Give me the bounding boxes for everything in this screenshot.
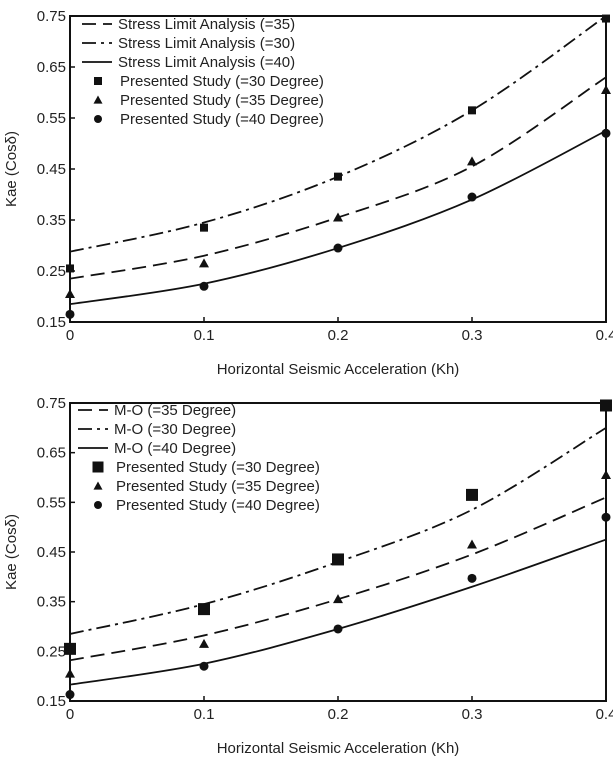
y-tick-label: 0.25 [37,263,66,280]
legend-marker-square [94,77,102,85]
y-tick-label: 0.35 [37,594,66,611]
marker-circle [65,309,75,319]
marker-triangle [199,638,209,648]
marker-square [332,553,344,566]
legend-label: Presented Study (=40 Degree) [116,497,320,514]
y-axis-label: Kae (Cosδ) [3,131,20,207]
chart-stress-limit-analysis: 0.15 0.25 0.35 0.45 0.55 0.65 0.75 0 0.1 0.2 0.3 0.… [0,0,613,380]
marker-triangle [601,470,611,480]
y-tick-label: 0.65 [37,445,66,462]
series-line-0 [70,496,607,662]
x-tick-label: 0.2 [328,327,349,344]
legend-label: Stress Limit Analysis (=35) [118,16,295,33]
y-tick-label: 0.45 [37,544,66,561]
x-tick-label: 0.4 [596,327,613,344]
legend-label: M-O (=35 Degree) [114,402,236,419]
x-tick-label: 0.1 [194,706,215,723]
y-tick-label: 0.15 [37,693,66,710]
x-tick-label: 0.4 [596,706,613,723]
marker-triangle [333,212,343,222]
marker-square [466,488,478,501]
y-tick-label: 0.15 [37,314,66,331]
x-tick-label: 0.1 [194,327,215,344]
legend-marker-triangle [93,481,103,490]
marker-circle [333,243,343,253]
y-axis-label: Kae (Cosδ) [3,514,20,590]
y-tick-label: 0.55 [37,110,66,127]
x-tick-label: 0 [66,706,74,723]
legend-label: Presented Study (=35 Degree) [116,478,320,495]
marker-square [198,603,210,616]
marker-triangle [467,539,477,549]
legend-marker-circle [94,115,102,123]
y-tick-label: 0.45 [37,161,66,178]
marker-triangle [333,594,343,604]
marker-square [64,642,76,655]
marker-triangle [601,84,611,94]
y-tick-label: 0.25 [37,643,66,660]
legend-label: Presented Study (=35 Degree) [120,92,324,109]
marker-triangle [199,258,209,268]
x-axis-label: Horizontal Seismic Acceleration (Kh) [217,361,460,378]
marker-circle [199,661,209,671]
chart-svg-top: 0.15 0.25 0.35 0.45 0.55 0.65 0.75 0 0.1 0.2 0.3 0.… [3,8,613,378]
marker-circle [601,512,611,522]
legend-label: Stress Limit Analysis (=30) [118,35,295,52]
marker-circle [333,624,343,634]
x-tick-label: 0.3 [462,327,483,344]
legend-label: Presented Study (=30 Degree) [116,459,320,476]
marker-square [334,172,342,181]
marker-circle [65,690,75,700]
chart-svg-bottom: 0.15 0.25 0.35 0.45 0.55 0.65 0.75 0 0.1 0.2 0.3 0.… [3,395,613,757]
x-tick-label: 0.2 [328,706,349,723]
legend-label: Stress Limit Analysis (=40) [118,54,295,71]
marker-square [602,14,610,23]
legend-label: Presented Study (=40 Degree) [120,111,324,128]
marker-circle [467,192,477,202]
y-tick-label: 0.55 [37,494,66,511]
legend-label: M-O (=40 Degree) [114,440,236,457]
marker-triangle [65,288,75,298]
marker-triangle [467,156,477,166]
y-tick-label: 0.75 [37,395,66,412]
marker-circle [467,573,477,583]
y-tick-label: 0.65 [37,59,66,76]
legend-label: M-O (=30 Degree) [114,421,236,438]
x-tick-label: 0.3 [462,706,483,723]
marker-square [600,399,612,412]
x-axis-label: Horizontal Seismic Acceleration (Kh) [217,740,460,757]
y-tick-label: 0.35 [37,212,66,229]
marker-square [200,223,208,232]
legend-marker-square [92,461,104,473]
marker-circle [601,128,611,138]
marker-square [468,106,476,115]
legend-marker-circle [94,501,102,509]
x-tick-label: 0 [66,327,74,344]
y-tick-label: 0.75 [37,8,66,25]
chart-mononobe-okabe: 0.15 0.25 0.35 0.45 0.55 0.65 0.75 0 0.1 0.2 0.3 0.… [0,380,613,760]
marker-triangle [65,668,75,678]
marker-circle [199,281,209,291]
marker-square [66,264,74,273]
legend-marker-triangle [93,95,103,104]
legend-label: Presented Study (=30 Degree) [120,73,324,90]
